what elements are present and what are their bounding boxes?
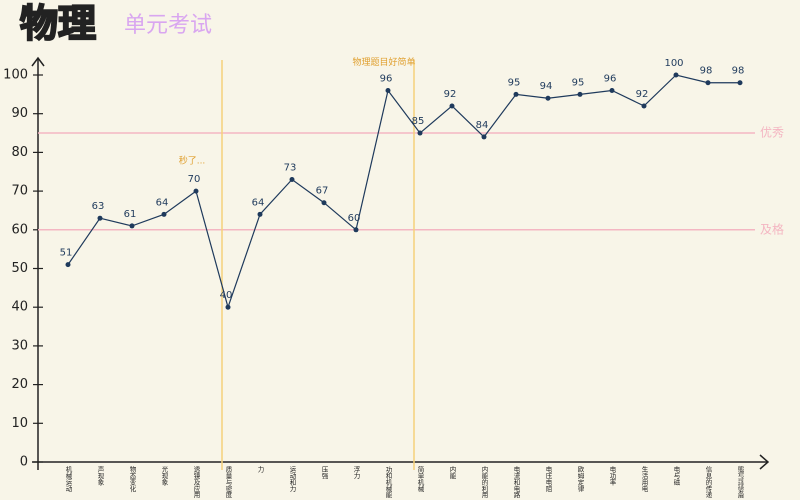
- value-label: 95: [508, 77, 521, 88]
- x-tick-label: 机械运动: [64, 465, 72, 494]
- annotation: 物理题目好简单: [352, 56, 415, 68]
- point: [705, 80, 711, 86]
- value-label: 73: [284, 162, 297, 173]
- value-label: 60: [348, 213, 361, 224]
- y-tick-label: 70: [11, 184, 28, 199]
- x-tick-label: 信息的传递: [704, 465, 712, 499]
- point: [577, 91, 583, 97]
- value-label: 64: [156, 197, 169, 208]
- value-label: 100: [664, 58, 683, 69]
- value-label: 96: [604, 73, 617, 84]
- x-tick-label: 简单机械: [416, 465, 424, 494]
- point: [65, 262, 71, 268]
- x-tick-label: 电流和电路: [512, 465, 520, 499]
- y-tick-label: 30: [11, 338, 28, 353]
- point: [609, 87, 615, 93]
- value-label: 67: [316, 186, 329, 197]
- point: [641, 103, 647, 109]
- value-label: 98: [732, 66, 745, 77]
- y-tick-label: 50: [11, 261, 28, 276]
- value-label: 64: [252, 197, 265, 208]
- reference-label: 优秀: [760, 126, 784, 140]
- line: [67, 74, 740, 310]
- point: [737, 80, 743, 86]
- point: [225, 304, 231, 310]
- y-tick-label: 0: [20, 455, 28, 470]
- point: [385, 87, 391, 93]
- point: [513, 91, 519, 97]
- point: [193, 188, 199, 194]
- y-tick-label: 60: [11, 222, 28, 237]
- y-tick-label: 10: [11, 416, 28, 431]
- x-tick-label: 功和机械能: [384, 466, 392, 499]
- x-tick-label: 能源与可持续发展: [736, 465, 744, 499]
- point: [161, 211, 167, 217]
- x-tick-label: 透镜及应用: [192, 466, 200, 499]
- point: [353, 227, 359, 233]
- x-tick-label: 物态变化: [128, 465, 136, 494]
- x-tick-label: 内能的利用: [480, 465, 488, 499]
- point: [289, 176, 295, 182]
- value-label: 70: [188, 174, 201, 185]
- value-label: 98: [700, 66, 713, 77]
- x-tick-label: 力: [256, 465, 264, 474]
- point: [673, 72, 679, 78]
- x-axis-arrow: [759, 454, 770, 470]
- point: [545, 95, 551, 101]
- annotation: 秒了...: [179, 155, 206, 167]
- value-label: 63: [92, 201, 105, 212]
- x-tick-label: 压强: [320, 466, 328, 481]
- x-tick-label: 生活用电: [640, 465, 648, 493]
- x-tick-label: 电功率: [608, 465, 616, 487]
- y-axis-arrow: [31, 56, 45, 67]
- point: [417, 130, 423, 136]
- point: [129, 223, 135, 229]
- x-tick-label: 电压电阻: [544, 465, 552, 494]
- value-label: 92: [444, 89, 457, 100]
- x-tick-label: 欧姆定律: [576, 465, 584, 494]
- point: [449, 103, 455, 109]
- y-tick-label: 80: [11, 145, 28, 160]
- value-label: 94: [540, 81, 553, 92]
- x-tick-label: 质量与密度: [224, 465, 232, 499]
- reference-label: 及格: [760, 221, 784, 236]
- point: [481, 134, 487, 140]
- y-tick-label: 40: [11, 300, 28, 315]
- y-tick-label: 100: [3, 68, 28, 83]
- value-label: 96: [380, 73, 393, 84]
- point: [321, 200, 327, 206]
- x-tick-label: 运动和力: [288, 466, 296, 494]
- point: [97, 215, 103, 221]
- chart-title: 物理: [20, 2, 96, 46]
- value-label: 95: [572, 77, 585, 88]
- y-tick-label: 20: [11, 377, 28, 392]
- y-tick-label: 90: [11, 106, 28, 121]
- value-label: 61: [124, 209, 137, 220]
- value-label: 40: [220, 290, 233, 301]
- point: [257, 211, 263, 217]
- x-tick-label: 内能: [448, 465, 456, 481]
- value-label: 92: [636, 89, 649, 100]
- x-tick-label: 光现象: [160, 465, 168, 486]
- x-tick-label: 声现象: [96, 465, 104, 486]
- value-label: 51: [60, 248, 73, 259]
- x-tick-label: 电与磁: [672, 465, 680, 486]
- value-label: 85: [412, 116, 425, 127]
- value-label: 84: [476, 120, 489, 131]
- x-tick-label: 浮力: [352, 465, 360, 481]
- chart-subtitle: 单元考试: [124, 13, 212, 38]
